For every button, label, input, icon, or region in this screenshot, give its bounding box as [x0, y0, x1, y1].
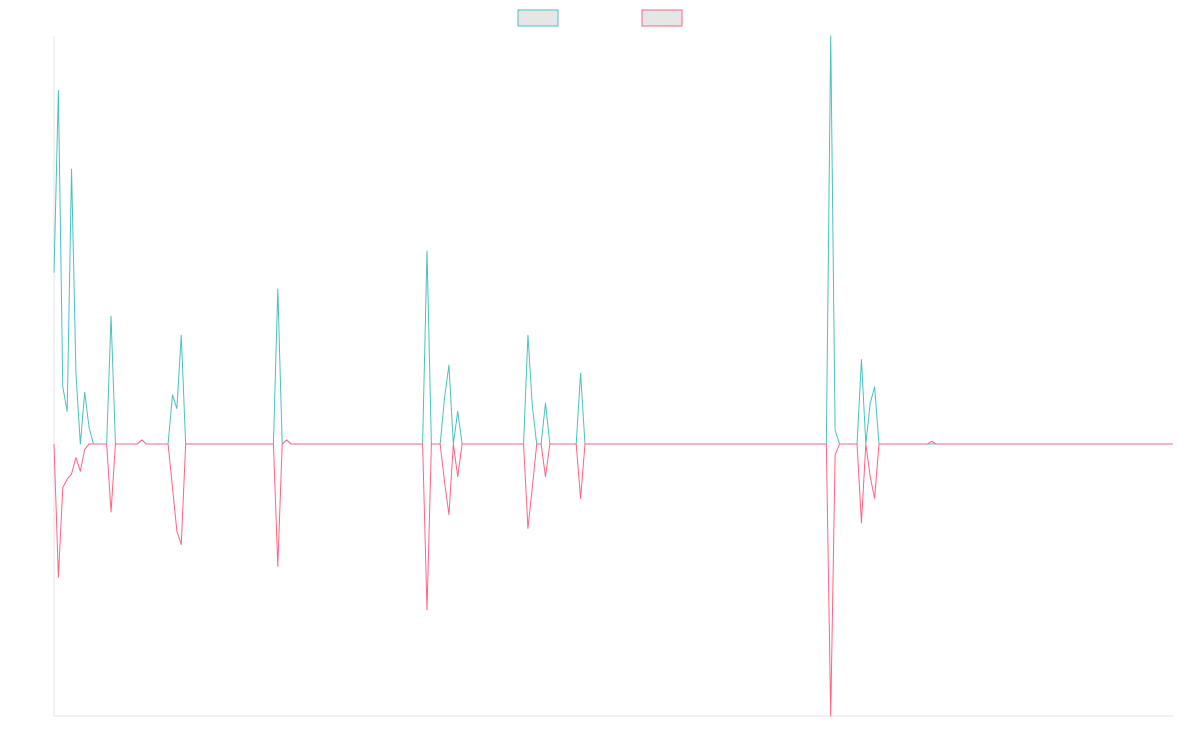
- legend-item-2[interactable]: [641, 9, 683, 27]
- series-line-2: [53, 439, 1173, 717]
- series-layer: [53, 35, 1173, 717]
- legend: [517, 9, 683, 27]
- legend-swatch: [641, 9, 683, 27]
- legend-item-1[interactable]: [517, 9, 559, 27]
- series-line-1: [53, 35, 1173, 445]
- legend-swatch: [517, 9, 559, 27]
- axes: [53, 36, 1173, 717]
